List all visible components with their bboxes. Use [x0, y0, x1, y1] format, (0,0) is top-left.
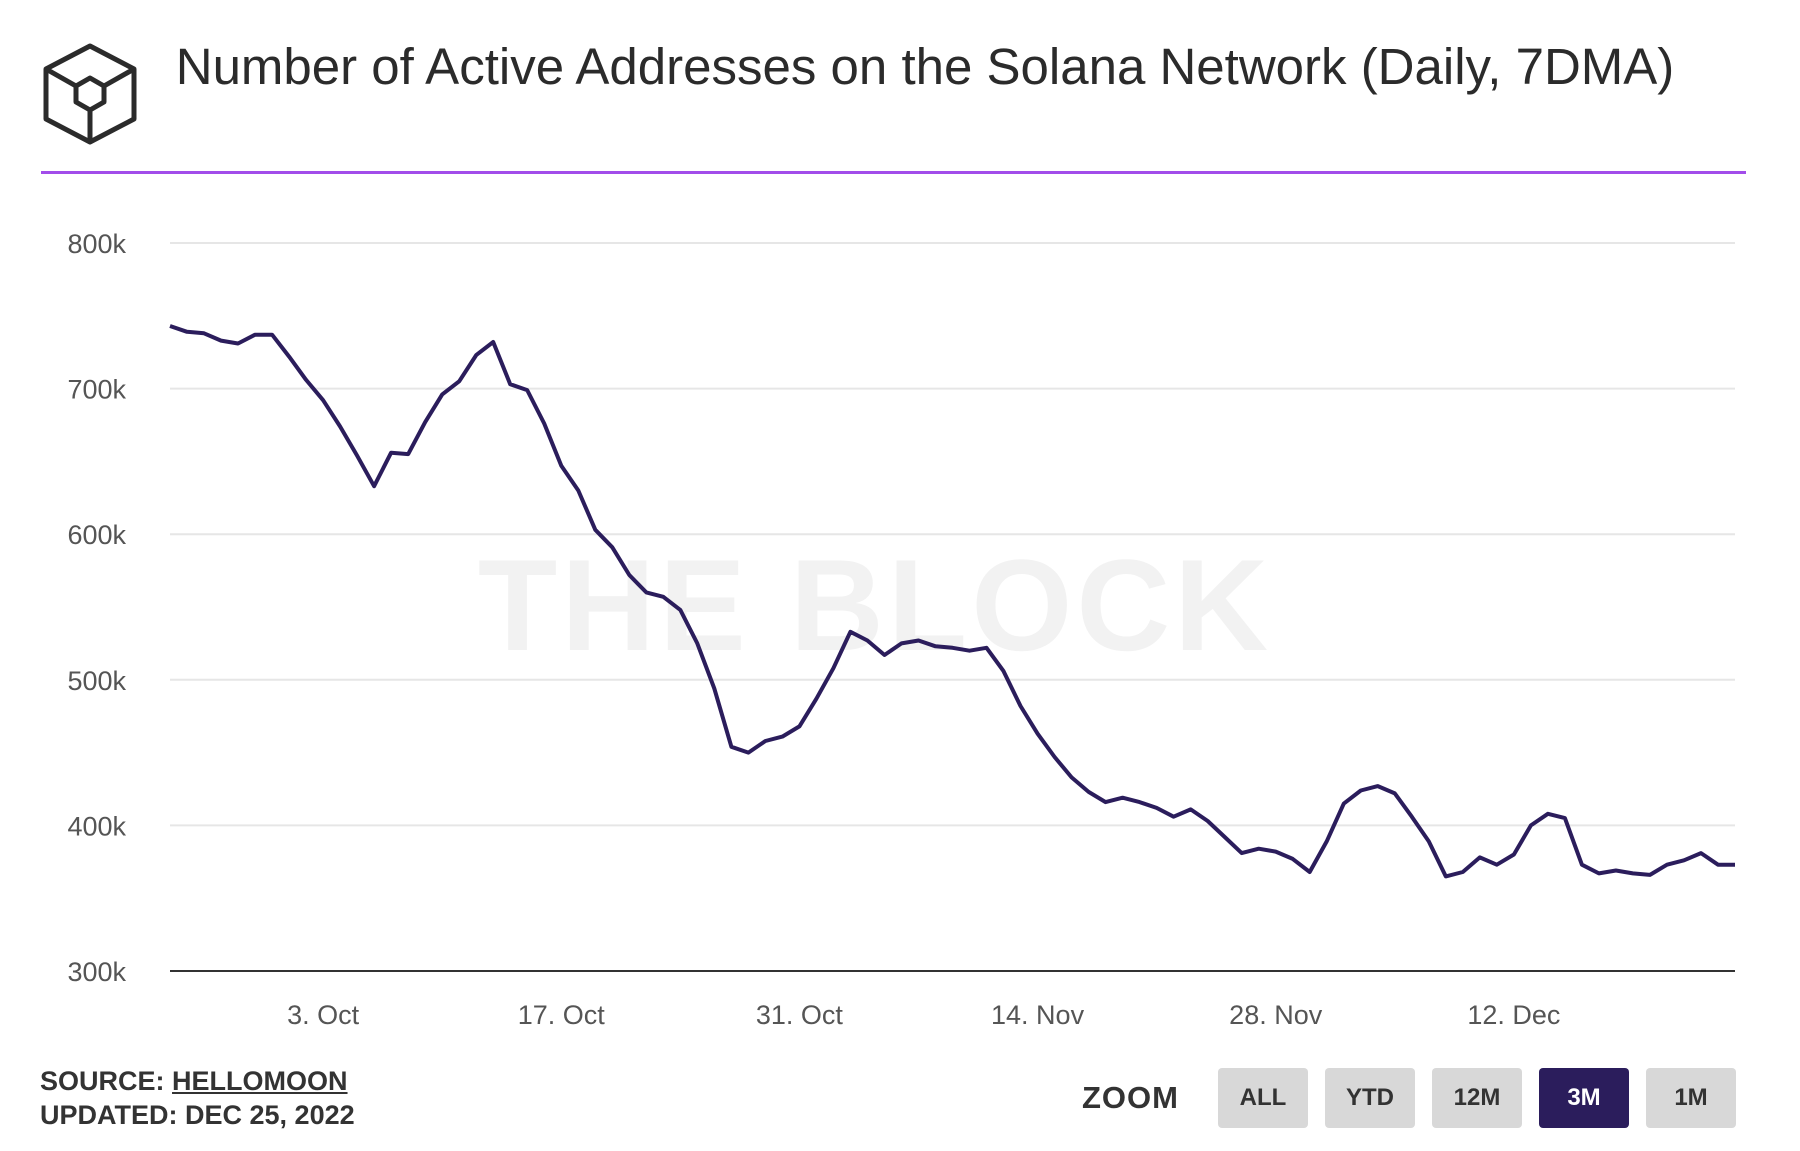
y-axis-ticks: 300k 400k 500k 600k 700k 800k	[67, 229, 126, 987]
y-tick-label: 300k	[67, 957, 126, 987]
x-axis-ticks: 3. Oct 17. Oct 31. Oct 14. Nov 28. Nov 12. De…	[287, 1000, 1560, 1030]
y-tick-label: 700k	[67, 375, 126, 405]
y-tick-label: 500k	[67, 666, 126, 696]
zoom-1m-button[interactable]: 1M	[1646, 1068, 1736, 1128]
footer: SOURCE: HELLOMOON UPDATED: DEC 25, 2022	[40, 1064, 355, 1132]
source-label: SOURCE:	[40, 1066, 165, 1096]
zoom-3m-button[interactable]: 3M	[1539, 1068, 1629, 1128]
source-line: SOURCE: HELLOMOON	[40, 1064, 355, 1098]
source-link[interactable]: HELLOMOON	[172, 1066, 348, 1096]
watermark: THE BLOCK	[478, 532, 1272, 678]
updated-line: UPDATED: DEC 25, 2022	[40, 1098, 355, 1132]
x-tick-label: 12. Dec	[1467, 1000, 1560, 1030]
zoom-controls: ZOOM ALL YTD 12M 3M 1M	[1082, 1068, 1736, 1128]
x-tick-label: 28. Nov	[1229, 1000, 1323, 1030]
chart-title: Number of Active Addresses on the Solana…	[175, 38, 1675, 95]
line-chart: THE BLOCK 300k 400k 500k 600k 700k 800k 3. Oc…	[67, 229, 1735, 1030]
x-tick-label: 14. Nov	[991, 1000, 1085, 1030]
the-block-logo-icon	[43, 43, 137, 145]
title-divider	[41, 171, 1746, 174]
y-tick-label: 600k	[67, 520, 126, 550]
zoom-ytd-button[interactable]: YTD	[1325, 1068, 1415, 1128]
x-tick-label: 3. Oct	[287, 1000, 360, 1030]
y-tick-label: 800k	[67, 229, 126, 259]
zoom-12m-button[interactable]: 12M	[1432, 1068, 1522, 1128]
updated-label: UPDATED:	[40, 1100, 178, 1130]
updated-date: DEC 25, 2022	[185, 1100, 355, 1130]
y-tick-label: 400k	[67, 811, 126, 841]
zoom-label: ZOOM	[1082, 1080, 1179, 1115]
x-tick-label: 31. Oct	[756, 1000, 844, 1030]
zoom-all-button[interactable]: ALL	[1218, 1068, 1308, 1128]
gridlines	[170, 242, 1735, 827]
series-line	[169, 324, 1735, 879]
x-tick-label: 17. Oct	[518, 1000, 606, 1030]
